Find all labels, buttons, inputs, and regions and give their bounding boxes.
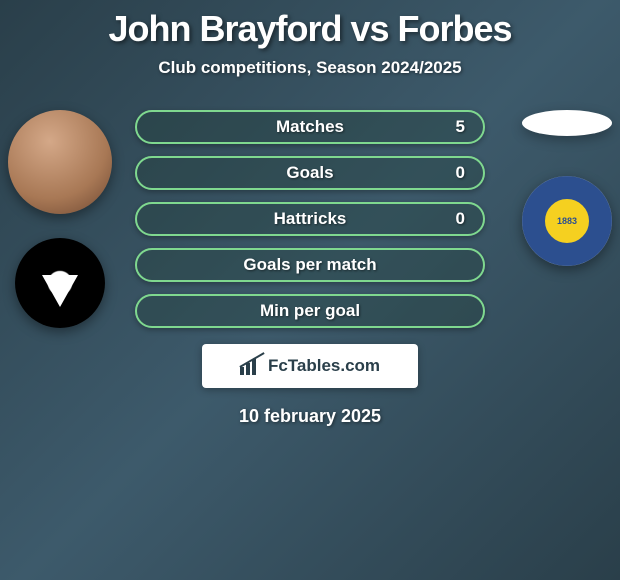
date-text: 10 february 2025 — [239, 406, 381, 427]
stat-label: Hattricks — [274, 209, 347, 229]
player-left-avatar — [8, 110, 112, 214]
stat-row-matches: Matches 5 — [135, 110, 485, 144]
stat-row-min-per-goal: Min per goal — [135, 294, 485, 328]
main-row: Matches 5 Goals 0 Hattricks 0 Goals per … — [0, 110, 620, 328]
stat-row-hattricks: Hattricks 0 — [135, 202, 485, 236]
stat-label: Matches — [276, 117, 344, 137]
stat-row-goals: Goals 0 — [135, 156, 485, 190]
stat-row-goals-per-match: Goals per match — [135, 248, 485, 282]
stat-label: Min per goal — [260, 301, 360, 321]
club-badge-right: 1883 — [522, 176, 612, 266]
chart-icon — [240, 357, 262, 375]
stat-value: 5 — [456, 117, 465, 137]
player-right-avatar — [522, 110, 612, 136]
stat-value: 0 — [456, 209, 465, 229]
club-badge-right-year: 1883 — [543, 197, 591, 245]
page-title: John Brayford vs Forbes — [108, 8, 511, 50]
subtitle: Club competitions, Season 2024/2025 — [158, 58, 461, 78]
stat-label: Goals per match — [243, 255, 376, 275]
stat-value: 0 — [456, 163, 465, 183]
club-badge-left — [15, 238, 105, 328]
left-column — [8, 110, 112, 328]
stat-label: Goals — [286, 163, 333, 183]
stats-column: Matches 5 Goals 0 Hattricks 0 Goals per … — [135, 110, 485, 328]
right-column: 1883 — [522, 110, 612, 266]
brand-link[interactable]: FcTables.com — [202, 344, 418, 388]
brand-text: FcTables.com — [268, 356, 380, 376]
comparison-card: John Brayford vs Forbes Club competition… — [0, 0, 620, 580]
